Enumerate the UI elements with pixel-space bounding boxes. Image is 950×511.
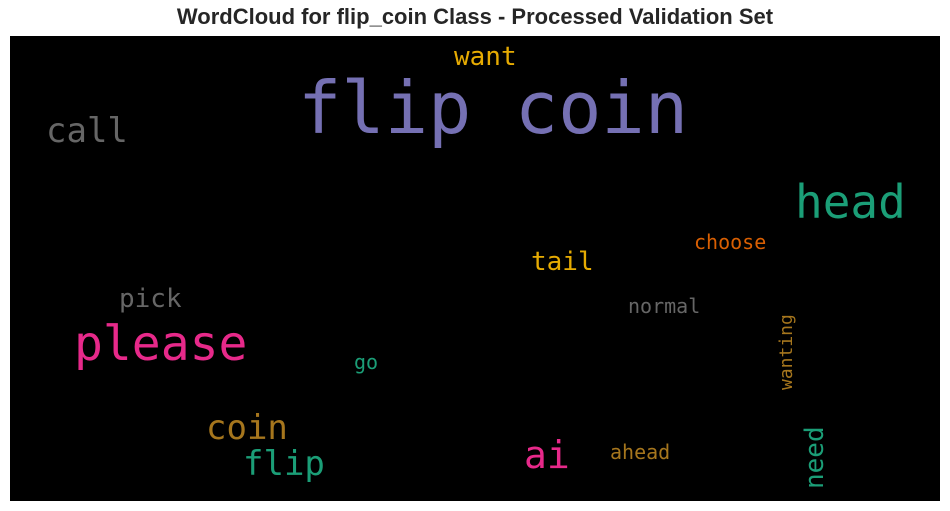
word-ahead: ahead (610, 440, 671, 464)
word-coin: coin (206, 408, 288, 448)
word-flip-coin: flip coin (298, 66, 689, 150)
word-head: head (795, 175, 906, 229)
word-normal: normal (628, 294, 701, 318)
word-ai: ai (524, 433, 570, 477)
word-wanting: wanting (776, 314, 797, 390)
word-flip: flip (243, 444, 325, 484)
word-want: want (454, 42, 517, 72)
word-tail: tail (531, 247, 594, 277)
word-pick: pick (119, 284, 182, 314)
word-please: please (74, 316, 248, 372)
chart-title: WordCloud for flip_coin Class - Processe… (176, 4, 774, 29)
word-choose: choose (694, 230, 767, 254)
word-need: need (800, 426, 830, 489)
wordcloud-canvas: flip coin head please call coin flip ai want tai… (10, 36, 940, 501)
word-call: call (46, 111, 128, 151)
word-go: go (354, 350, 379, 374)
